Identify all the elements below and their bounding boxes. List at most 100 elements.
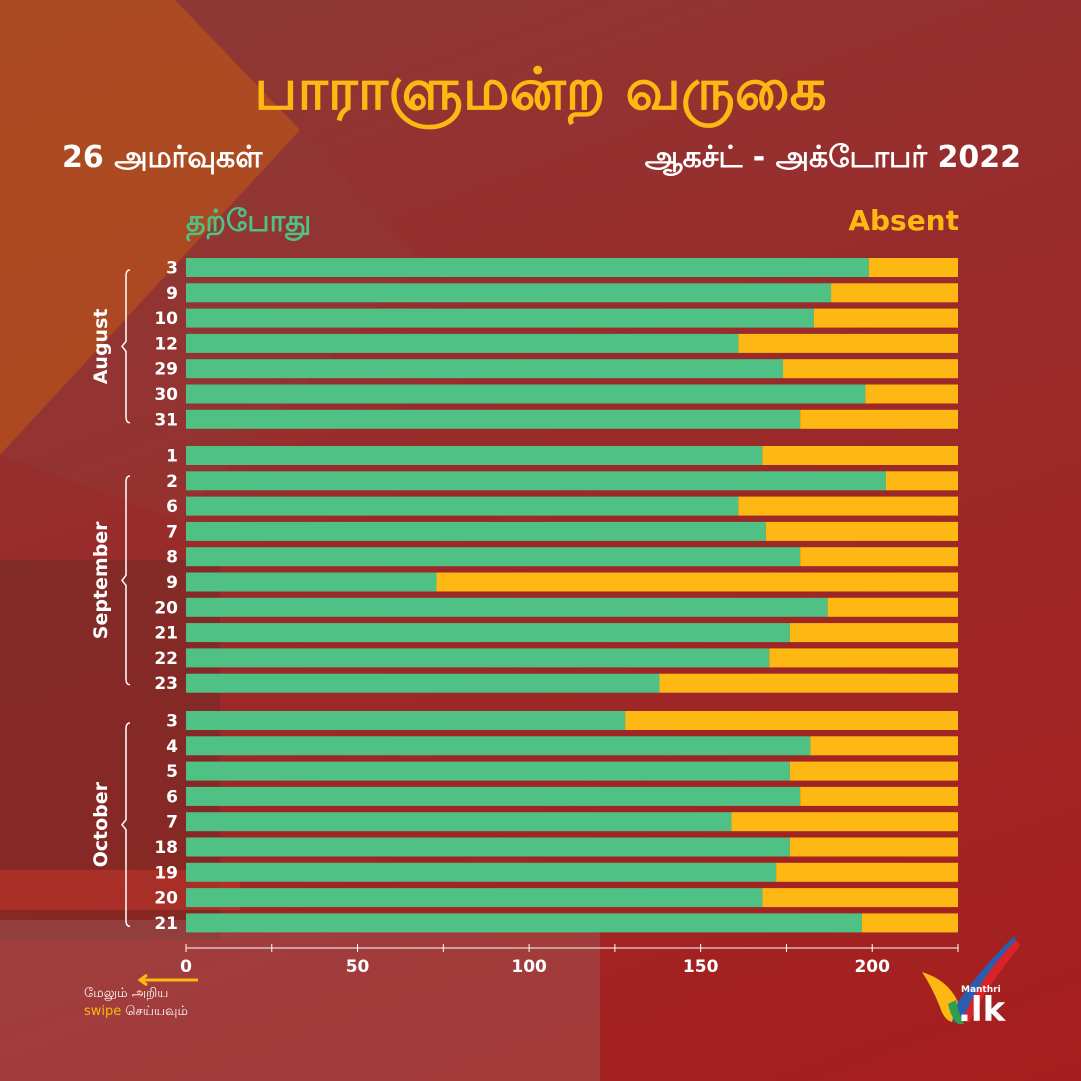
bar-absent <box>769 648 958 668</box>
manthri-logo <box>922 936 1020 1024</box>
day-label: 21 <box>154 624 178 644</box>
day-label: 6 <box>166 497 178 517</box>
bar-present <box>186 812 732 832</box>
bar-present <box>186 572 437 592</box>
day-label: 3 <box>166 712 178 732</box>
bar-present <box>186 673 660 693</box>
bar-present <box>186 913 862 933</box>
day-label: 21 <box>154 914 178 934</box>
bar-absent <box>789 837 958 857</box>
swipe-hint-rest: செய்யவும் <box>121 1004 188 1019</box>
day-label: 4 <box>166 737 178 757</box>
legend-absent: Absent <box>848 204 959 237</box>
bar-absent <box>789 623 958 643</box>
day-label: 9 <box>166 284 178 304</box>
day-label: 23 <box>154 674 178 694</box>
bar-absent <box>868 258 958 277</box>
bar-absent <box>810 736 958 756</box>
day-label: 19 <box>154 863 178 883</box>
bar-present <box>186 409 801 429</box>
bar-absent <box>861 913 958 933</box>
bar-absent <box>625 711 958 730</box>
bar-present <box>186 761 790 781</box>
sessions-count: 26 அமர்வுகள் <box>62 140 263 175</box>
day-label: 1 <box>166 447 178 467</box>
bar-present <box>186 333 739 353</box>
swipe-hint-line1: மேலும் அறிய <box>84 986 169 1001</box>
day-label: 10 <box>154 309 178 329</box>
swipe-keyword: swipe <box>84 1004 122 1019</box>
logo-text: .lk <box>958 990 1006 1030</box>
group-bracket <box>121 475 131 686</box>
bar-absent <box>800 547 958 567</box>
bar-present <box>186 471 886 491</box>
day-label: 3 <box>166 259 178 279</box>
bar-absent <box>776 862 958 882</box>
day-label: 5 <box>166 762 178 782</box>
day-label: 20 <box>154 889 178 909</box>
swipe-arrow-icon[interactable] <box>136 974 198 986</box>
bar-present <box>186 711 626 730</box>
day-label: 30 <box>154 385 178 405</box>
bar-present <box>186 736 811 756</box>
day-label: 8 <box>166 548 178 568</box>
bar-absent <box>800 786 958 806</box>
swipe-hint-line2: swipe செய்யவும் <box>84 1004 188 1020</box>
bar-present <box>186 623 790 643</box>
bar-absent <box>765 521 958 541</box>
day-label: 9 <box>166 573 178 593</box>
bar-absent <box>865 384 958 404</box>
day-label: 6 <box>166 787 178 807</box>
month-label: October <box>90 781 112 867</box>
day-label: 20 <box>154 598 178 618</box>
bar-present <box>186 446 763 465</box>
group-bracket <box>121 269 131 424</box>
bar-absent <box>659 673 958 693</box>
day-label: 7 <box>166 522 178 542</box>
x-tick-label: 50 <box>346 957 370 977</box>
legend-present: தற்போது <box>186 204 312 239</box>
date-range: ஆகச்ட் - அக்டோபர் 2022 <box>644 140 1021 175</box>
bar-absent <box>783 359 958 379</box>
month-label: September <box>90 521 112 639</box>
bar-absent <box>827 597 958 617</box>
bar-absent <box>800 409 958 429</box>
bar-present <box>186 837 790 857</box>
x-tick-label: 150 <box>683 957 719 977</box>
day-label: 29 <box>154 360 178 380</box>
day-label: 22 <box>154 649 178 669</box>
bar-present <box>186 258 869 277</box>
month-label: August <box>90 309 112 385</box>
bar-present <box>186 496 739 516</box>
day-label: 7 <box>166 813 178 833</box>
bar-present <box>186 359 784 379</box>
day-label: 12 <box>154 334 178 354</box>
bar-present <box>186 283 832 303</box>
day-label: 18 <box>154 838 178 858</box>
group-bracket <box>121 722 131 928</box>
bar-absent <box>789 761 958 781</box>
bar-absent <box>762 446 958 465</box>
bar-absent <box>738 333 958 353</box>
bar-absent <box>813 308 958 328</box>
x-tick-label: 0 <box>180 957 192 977</box>
x-tick-label: 100 <box>511 957 547 977</box>
bar-absent <box>762 888 958 908</box>
logo-caption: Manthri <box>961 985 1001 995</box>
day-label: 31 <box>154 410 178 430</box>
bar-absent <box>831 283 958 303</box>
x-tick-label: 200 <box>854 957 890 977</box>
day-label: 2 <box>166 472 178 492</box>
bar-absent <box>436 572 959 592</box>
page-title: பாராளுமன்ற வருகை <box>254 55 827 123</box>
bar-present <box>186 308 814 328</box>
bar-present <box>186 597 828 617</box>
bar-absent <box>885 471 958 491</box>
bar-present <box>186 648 770 668</box>
bar-absent <box>738 496 958 516</box>
bar-present <box>186 786 801 806</box>
bar-present <box>186 521 766 541</box>
bar-present <box>186 888 763 908</box>
bar-present <box>186 547 801 567</box>
